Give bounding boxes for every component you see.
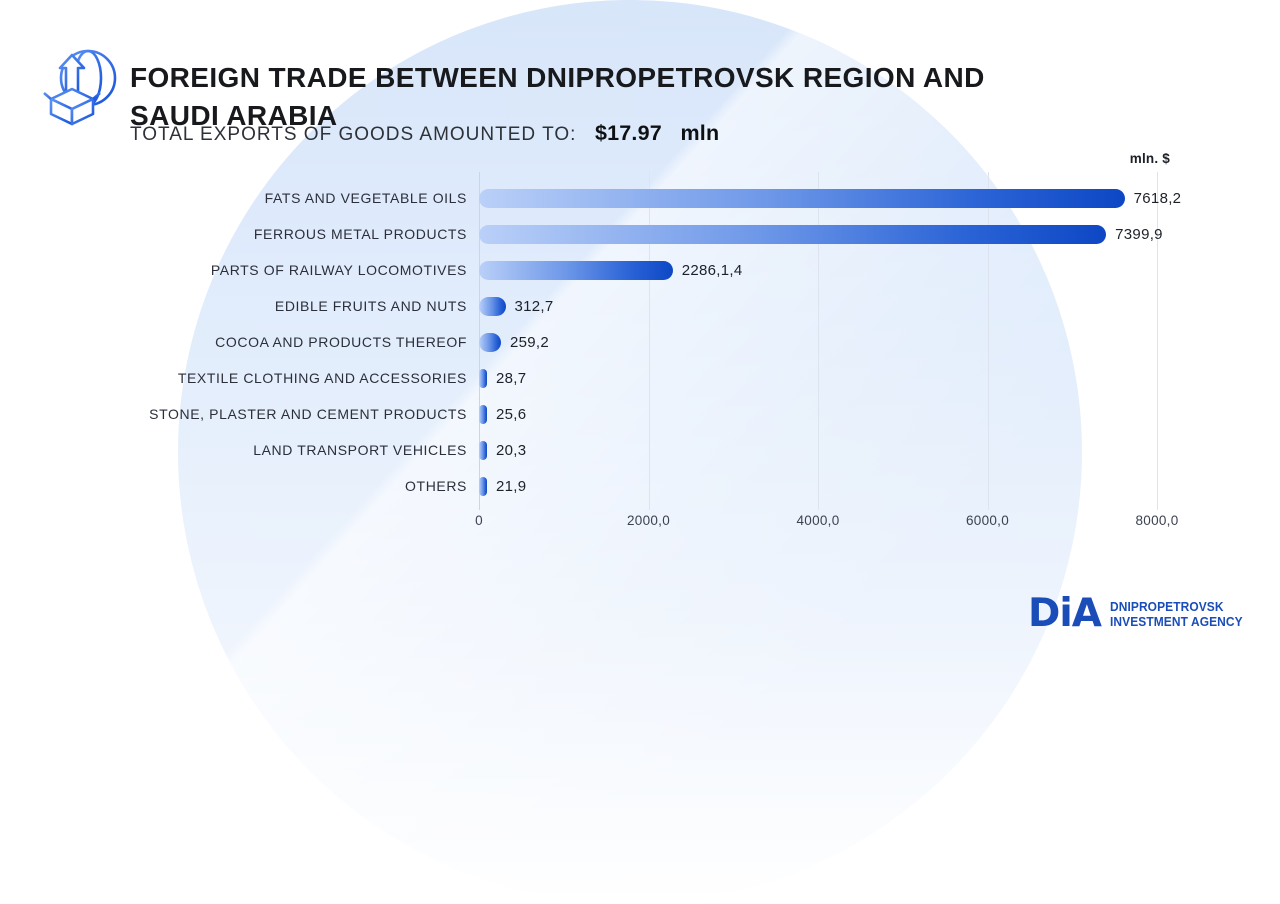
gridline	[648, 172, 650, 510]
title-line-1: FOREIGN TRADE BETWEEN DNIPROPETROVSK REG…	[130, 61, 985, 93]
bar-track: 25,6	[479, 404, 527, 424]
agency-name: DNIPROPETROVSK INVESTMENT AGENCY	[1110, 599, 1243, 629]
bar-track: 28,7	[479, 368, 527, 388]
bar	[479, 404, 487, 424]
agency-line-1: DNIPROPETROVSK	[1109, 599, 1224, 614]
category-label: COCOA AND PRODUCTS THEREOF	[215, 334, 467, 350]
gridline	[818, 172, 819, 510]
bar-row: PARTS OF RAILWAY LOCOMOTIVES 2286,1,4	[0, 252, 1280, 288]
bar-track: 20,3	[479, 440, 527, 460]
x-tick-label: 8000,0	[1135, 513, 1179, 528]
bar-track: 312,7	[479, 296, 554, 316]
bar-row: LAND TRANSPORT VEHICLES 20,3	[0, 432, 1280, 468]
bar-row: STONE, PLASTER AND CEMENT PRODUCTS 25,6	[0, 396, 1280, 432]
category-label: EDIBLE FRUITS AND NUTS	[274, 298, 467, 314]
bar	[479, 260, 673, 280]
axis-unit-label: mln. $	[1129, 151, 1170, 166]
bar-row: EDIBLE FRUITS AND NUTS 312,7	[0, 288, 1280, 324]
footer-brand: DiA DNIPROPETROVSK INVESTMENT AGENCY	[1028, 591, 1254, 636]
bar-row: FATS AND VEGETABLE OILS 7618,2	[0, 180, 1280, 216]
gridline	[987, 172, 989, 510]
bar-track: 7399,9	[479, 224, 1163, 244]
bar-track: 21,9	[479, 476, 527, 496]
category-label: STONE, PLASTER AND CEMENT PRODUCTS	[149, 406, 467, 422]
x-tick-label: 6000,0	[965, 513, 1010, 528]
bar-value-label: 25,6	[496, 405, 527, 423]
page-title: FOREIGN TRADE BETWEEN DNIPROPETROVSK REG…	[130, 59, 1160, 135]
bar-row: TEXTILE CLOTHING AND ACCESSORIES 28,7	[0, 360, 1280, 396]
bar-track: 2286,1,4	[479, 260, 743, 280]
bar-value-label: 312,7	[514, 297, 554, 315]
title-line-2: SAUDI ARABIA	[130, 99, 338, 131]
bar	[479, 368, 487, 388]
category-label: LAND TRANSPORT VEHICLES	[253, 442, 467, 458]
bar	[479, 440, 487, 460]
globe-export-icon	[43, 49, 117, 126]
bar	[479, 296, 506, 316]
subtitle-value: $17.97	[594, 121, 662, 145]
bar-value-label: 28,7	[496, 369, 527, 387]
bar	[479, 188, 1125, 208]
bar-track: 7618,2	[479, 188, 1182, 208]
bar-track: 259,2	[479, 332, 549, 352]
bar-row: COCOA AND PRODUCTS THEREOF 259,2	[0, 324, 1280, 360]
infographic: FOREIGN TRADE BETWEEN DNIPROPETROVSK REG…	[0, 49, 1280, 636]
x-tick-label: 2000,0	[626, 513, 671, 528]
gridline	[1157, 172, 1158, 510]
subtitle-prefix: TOTAL EXPORTS OF GOODS AMOUNTED TO:	[130, 124, 577, 145]
category-label: FATS AND VEGETABLE OILS	[264, 190, 467, 206]
subtitle-unit: mln	[680, 121, 720, 145]
subtitle: TOTAL EXPORTS OF GOODS AMOUNTED TO: $17.…	[130, 121, 1030, 146]
category-label: TEXTILE CLOTHING AND ACCESSORIES	[177, 370, 467, 386]
bar-row: OTHERS 21,9	[0, 468, 1280, 504]
category-label: PARTS OF RAILWAY LOCOMOTIVES	[210, 262, 467, 278]
bar-value-label: 21,9	[496, 477, 527, 495]
bar	[479, 224, 1107, 244]
bar-row: FERROUS METAL PRODUCTS 7399,9	[0, 216, 1280, 252]
bar-value-label: 259,2	[509, 333, 549, 351]
x-axis-ticks: 0 2000,0 4000,0 6000,0 8000,0	[0, 513, 1280, 533]
x-tick-label: 4000,0	[796, 513, 840, 528]
bar-value-label: 20,3	[496, 441, 527, 459]
bar-chart: FATS AND VEGETABLE OILS 7618,2 FERROUS MET…	[0, 180, 1280, 504]
bar	[479, 476, 487, 496]
bar	[479, 332, 501, 352]
dia-logo: DiA	[1028, 591, 1102, 636]
bar-value-label: 2286,1,4	[681, 261, 743, 279]
category-label: OTHERS	[405, 478, 467, 494]
bar-value-label: 7399,9	[1115, 225, 1163, 243]
category-label: FERROUS METAL PRODUCTS	[253, 226, 467, 242]
x-tick-label: 0	[475, 513, 483, 528]
agency-line-2: INVESTMENT AGENCY	[1109, 614, 1243, 629]
bar-value-label: 7618,2	[1133, 189, 1182, 207]
